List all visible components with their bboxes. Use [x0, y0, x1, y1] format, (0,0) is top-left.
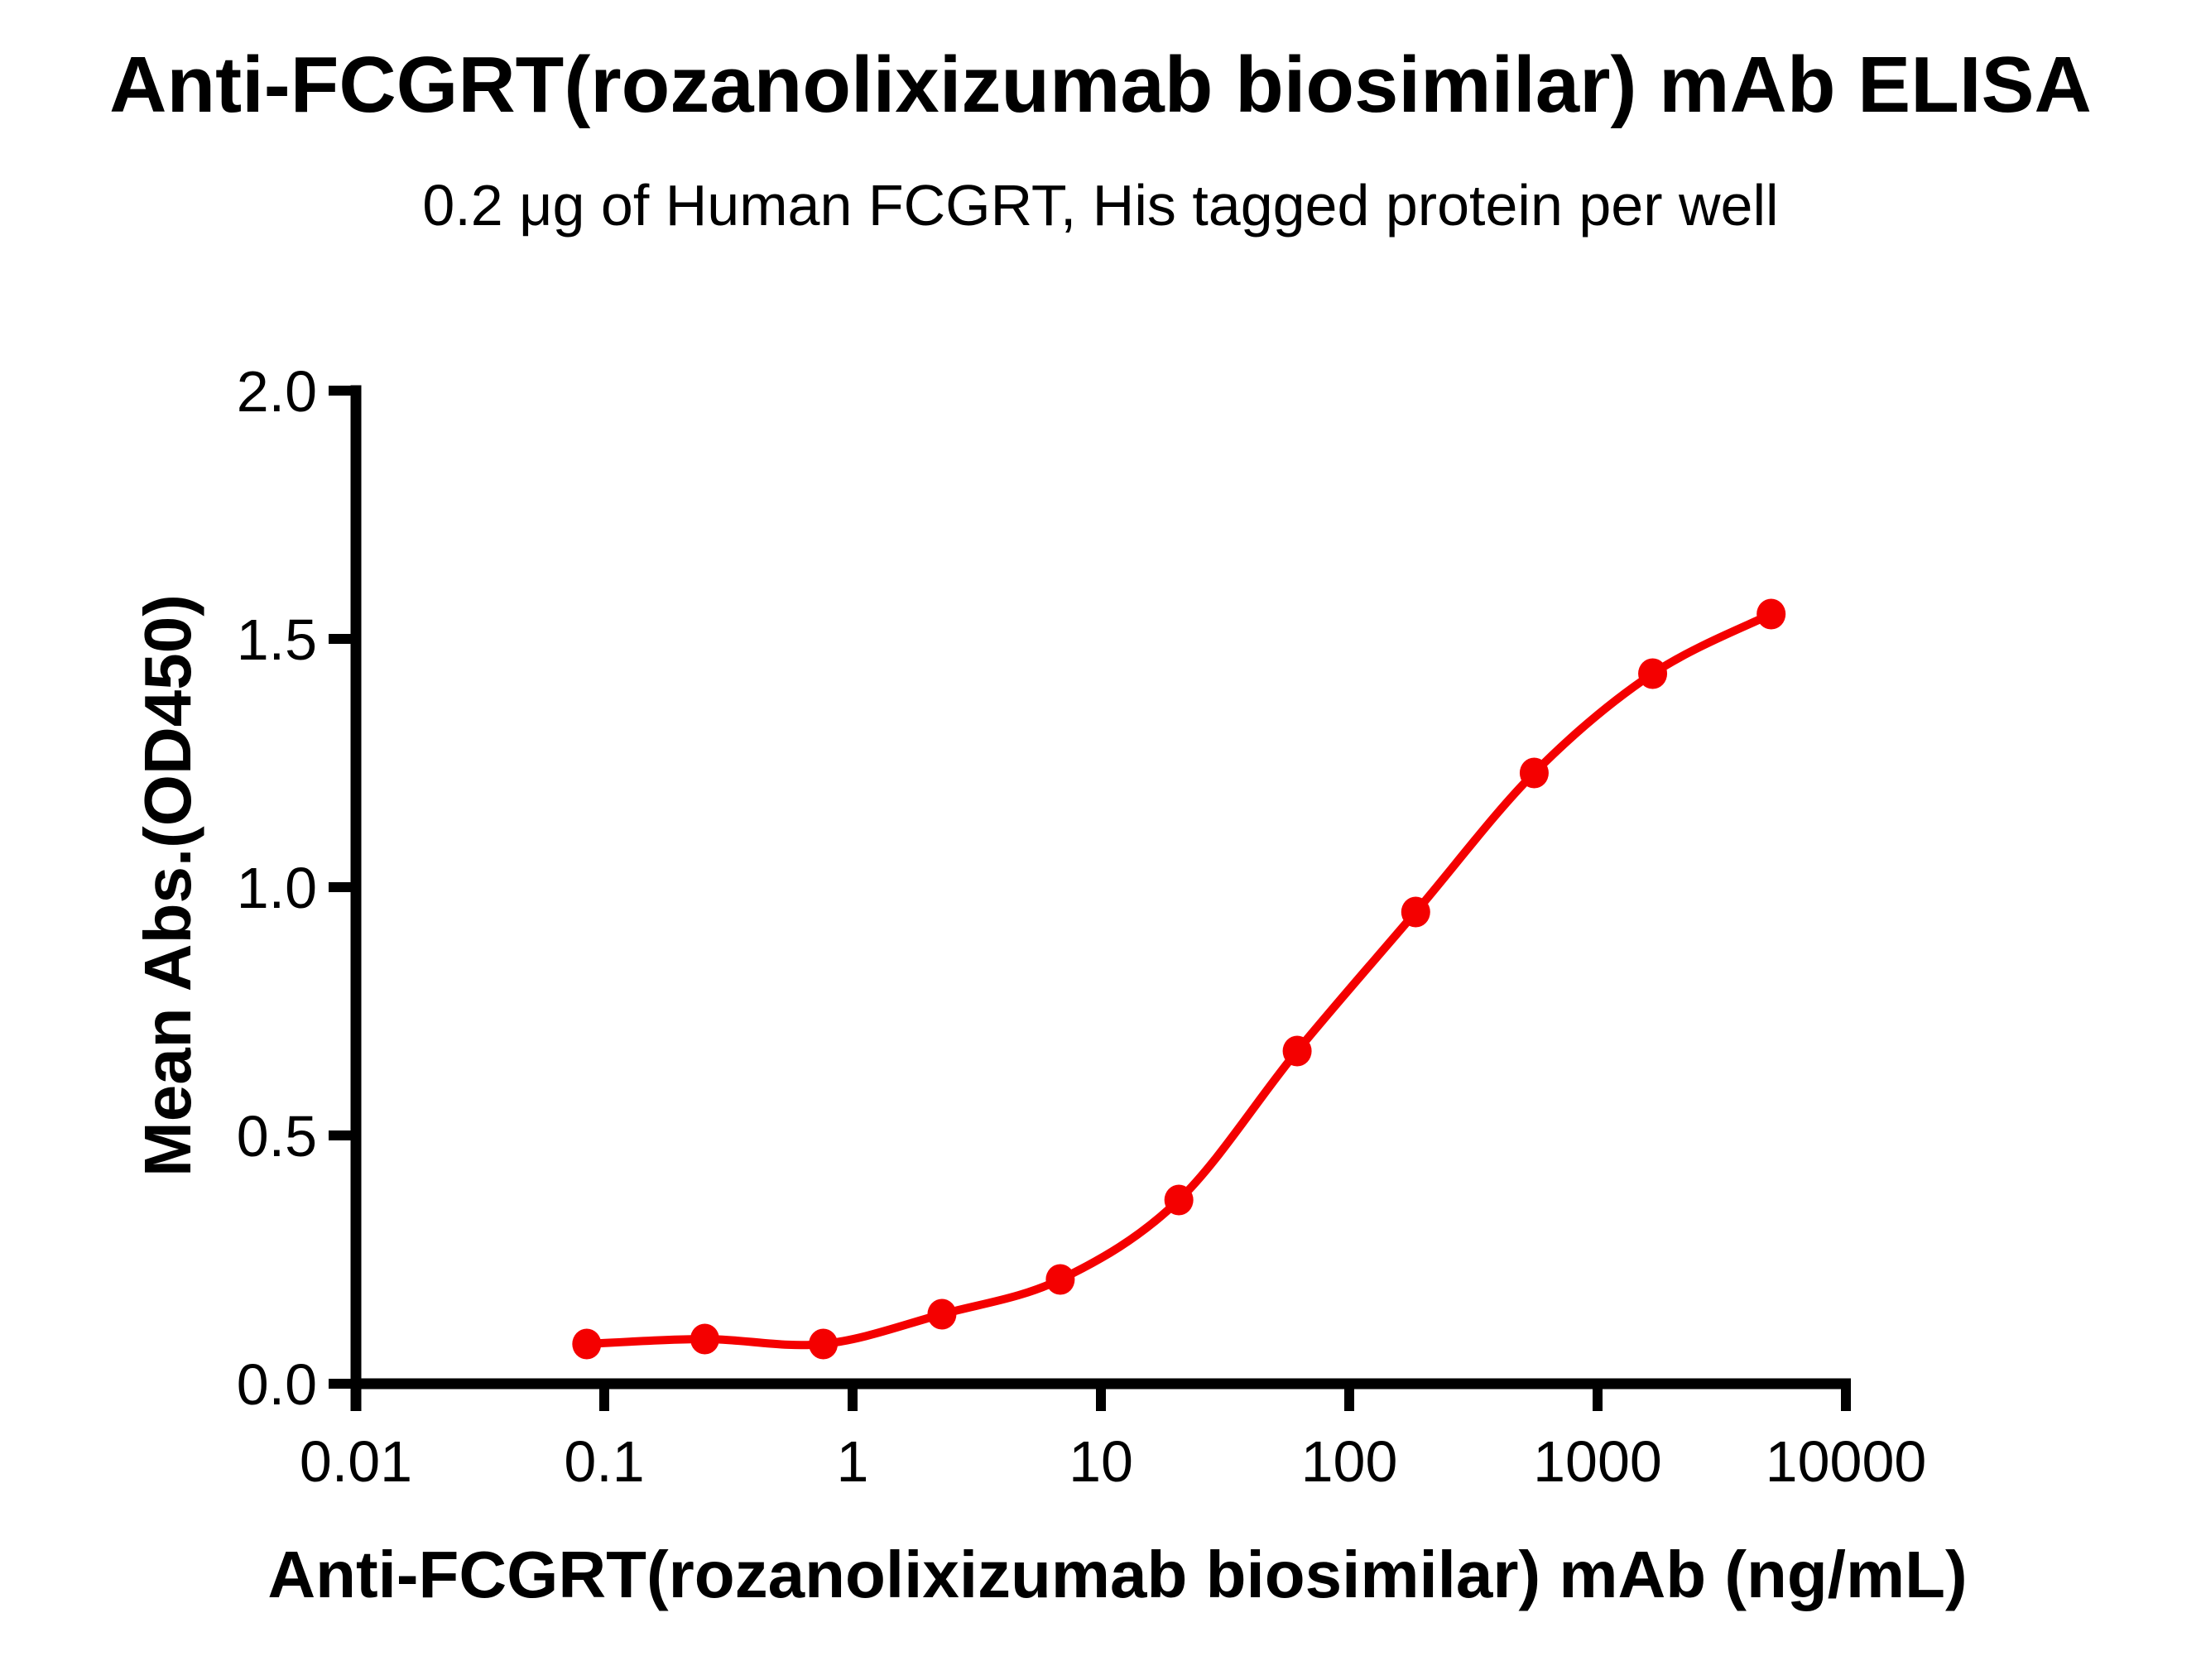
chart-title: Anti-FCGRT(rozanolixizumab biosimilar) m…	[109, 41, 2092, 129]
x-tick-label: 10000	[1766, 1429, 1927, 1494]
y-tick-label: 1.5	[237, 607, 317, 672]
x-tick-label: 100	[1301, 1429, 1398, 1494]
data-point	[1638, 658, 1668, 689]
y-tick-label: 0.0	[237, 1352, 317, 1417]
y-tick-label: 2.0	[237, 359, 317, 424]
y-tick-label: 1.0	[237, 856, 317, 920]
x-tick-label: 1000	[1533, 1429, 1662, 1494]
y-tick-label: 0.5	[237, 1104, 317, 1169]
data-point	[1164, 1184, 1194, 1216]
data-point	[1401, 896, 1430, 928]
data-point	[1282, 1035, 1312, 1067]
data-point	[927, 1298, 957, 1330]
data-point	[572, 1328, 602, 1360]
x-tick-label: 0.1	[564, 1429, 644, 1494]
x-axis-title: Anti-FCGRT(rozanolixizumab biosimilar) m…	[267, 1538, 1968, 1611]
x-tick-label: 0.01	[300, 1429, 412, 1494]
chart-subtitle: 0.2 μg of Human FCGRT, His tagged protei…	[422, 173, 1779, 238]
fit-curve	[586, 610, 1773, 1350]
x-tick-label: 10	[1069, 1429, 1133, 1494]
data-point	[690, 1323, 719, 1355]
data-point	[1756, 598, 1786, 630]
data-point	[1519, 757, 1549, 789]
x-tick-label: 1	[837, 1429, 869, 1494]
data-point	[809, 1328, 839, 1360]
y-axis-title: Mean Abs.(OD450)	[131, 594, 204, 1177]
data-point	[1045, 1264, 1075, 1295]
